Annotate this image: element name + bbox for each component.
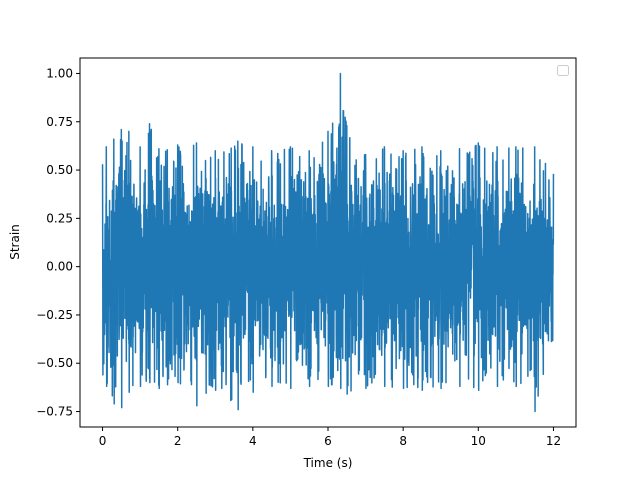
x-tick-label: 2 (174, 434, 182, 448)
y-tick-label: 0.50 (46, 163, 73, 177)
y-tick-label: 1.00 (46, 66, 73, 80)
x-tick-label: 4 (249, 434, 257, 448)
x-axis-label: Time (s) (303, 456, 353, 470)
x-tick-label: 6 (324, 434, 332, 448)
series-layer (101, 72, 555, 413)
legend-box (557, 65, 569, 76)
y-tick-label: −0.50 (36, 356, 73, 370)
y-axis: −0.75 −0.50 −0.25 0.00 0.25 0.50 0.75 1.00 (36, 66, 80, 419)
y-tick-label: −0.75 (36, 405, 73, 419)
y-tick-label: 0.25 (46, 211, 73, 225)
x-tick-label: 12 (546, 434, 561, 448)
series-line-strain (101, 72, 555, 413)
y-tick-label: 0.75 (46, 115, 73, 129)
x-tick-label: 10 (471, 434, 486, 448)
x-axis: 0 2 4 6 8 10 12 (99, 427, 561, 448)
y-tick-label: 0.00 (46, 260, 73, 274)
y-axis-label: Strain (8, 224, 22, 260)
x-tick-label: 0 (99, 434, 107, 448)
y-tick-label: −0.25 (36, 308, 73, 322)
plot-area: 0 2 4 6 8 10 12 −0.75 −0.50 −0.25 0.00 0.25 0.50 0.7… (36, 57, 577, 448)
x-tick-label: 8 (399, 434, 407, 448)
